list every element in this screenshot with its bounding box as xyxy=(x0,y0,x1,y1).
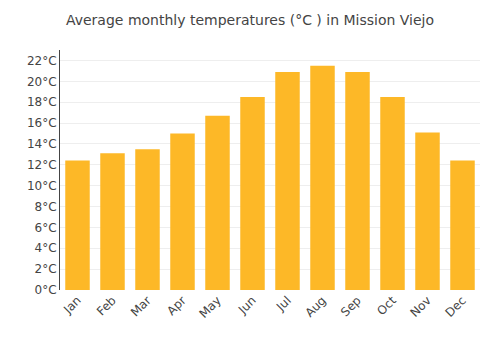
svg-text:Dec: Dec xyxy=(443,293,469,319)
svg-text:Average monthly temperatures (: Average monthly temperatures (°C ) in Mi… xyxy=(66,12,434,28)
svg-text:20°C: 20°C xyxy=(27,75,57,89)
svg-text:14°C: 14°C xyxy=(27,137,57,151)
svg-text:Oct: Oct xyxy=(374,293,399,318)
svg-text:18°C: 18°C xyxy=(27,95,57,109)
svg-text:12°C: 12°C xyxy=(27,158,57,172)
svg-text:10°C: 10°C xyxy=(27,179,57,193)
svg-text:6°C: 6°C xyxy=(35,221,57,235)
svg-text:2°C: 2°C xyxy=(35,262,57,276)
svg-text:Sep: Sep xyxy=(338,293,364,319)
svg-text:Jan: Jan xyxy=(60,293,84,317)
svg-text:Jul: Jul xyxy=(273,293,294,314)
svg-text:Aug: Aug xyxy=(302,293,328,319)
svg-text:Mar: Mar xyxy=(128,293,154,319)
svg-text:0°C: 0°C xyxy=(35,283,57,297)
svg-text:Nov: Nov xyxy=(407,293,433,319)
svg-text:16°C: 16°C xyxy=(27,116,57,130)
svg-text:May: May xyxy=(196,293,223,320)
svg-text:Feb: Feb xyxy=(94,293,119,318)
svg-text:4°C: 4°C xyxy=(35,241,57,255)
svg-text:8°C: 8°C xyxy=(35,200,57,214)
svg-text:Apr: Apr xyxy=(164,293,189,318)
svg-text:Jun: Jun xyxy=(235,293,259,317)
svg-text:22°C: 22°C xyxy=(27,54,57,68)
